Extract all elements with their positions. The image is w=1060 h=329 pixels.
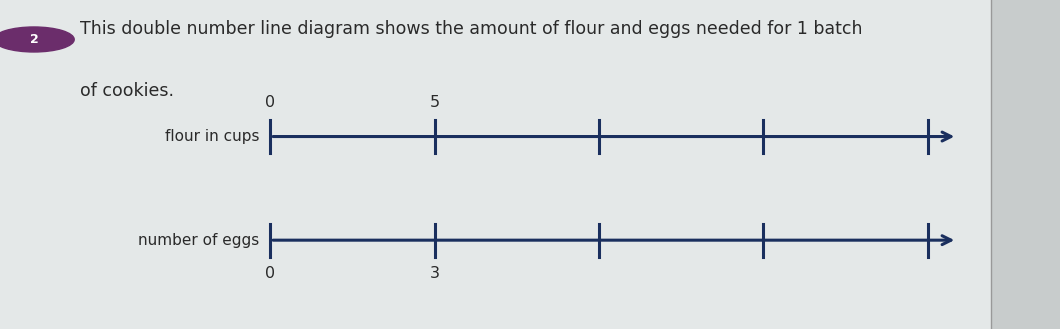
Text: 5: 5 (429, 95, 440, 110)
FancyBboxPatch shape (0, 0, 991, 329)
Text: of cookies.: of cookies. (80, 82, 174, 100)
Text: flour in cups: flour in cups (165, 129, 260, 144)
Text: number of eggs: number of eggs (139, 233, 260, 248)
Text: 3: 3 (429, 266, 440, 282)
Text: This double number line diagram shows the amount of flour and eggs needed for 1 : This double number line diagram shows th… (80, 20, 862, 38)
Circle shape (0, 27, 74, 52)
FancyBboxPatch shape (991, 0, 1060, 329)
Text: 0: 0 (265, 266, 276, 282)
Text: 2: 2 (30, 33, 38, 46)
Text: 0: 0 (265, 95, 276, 110)
